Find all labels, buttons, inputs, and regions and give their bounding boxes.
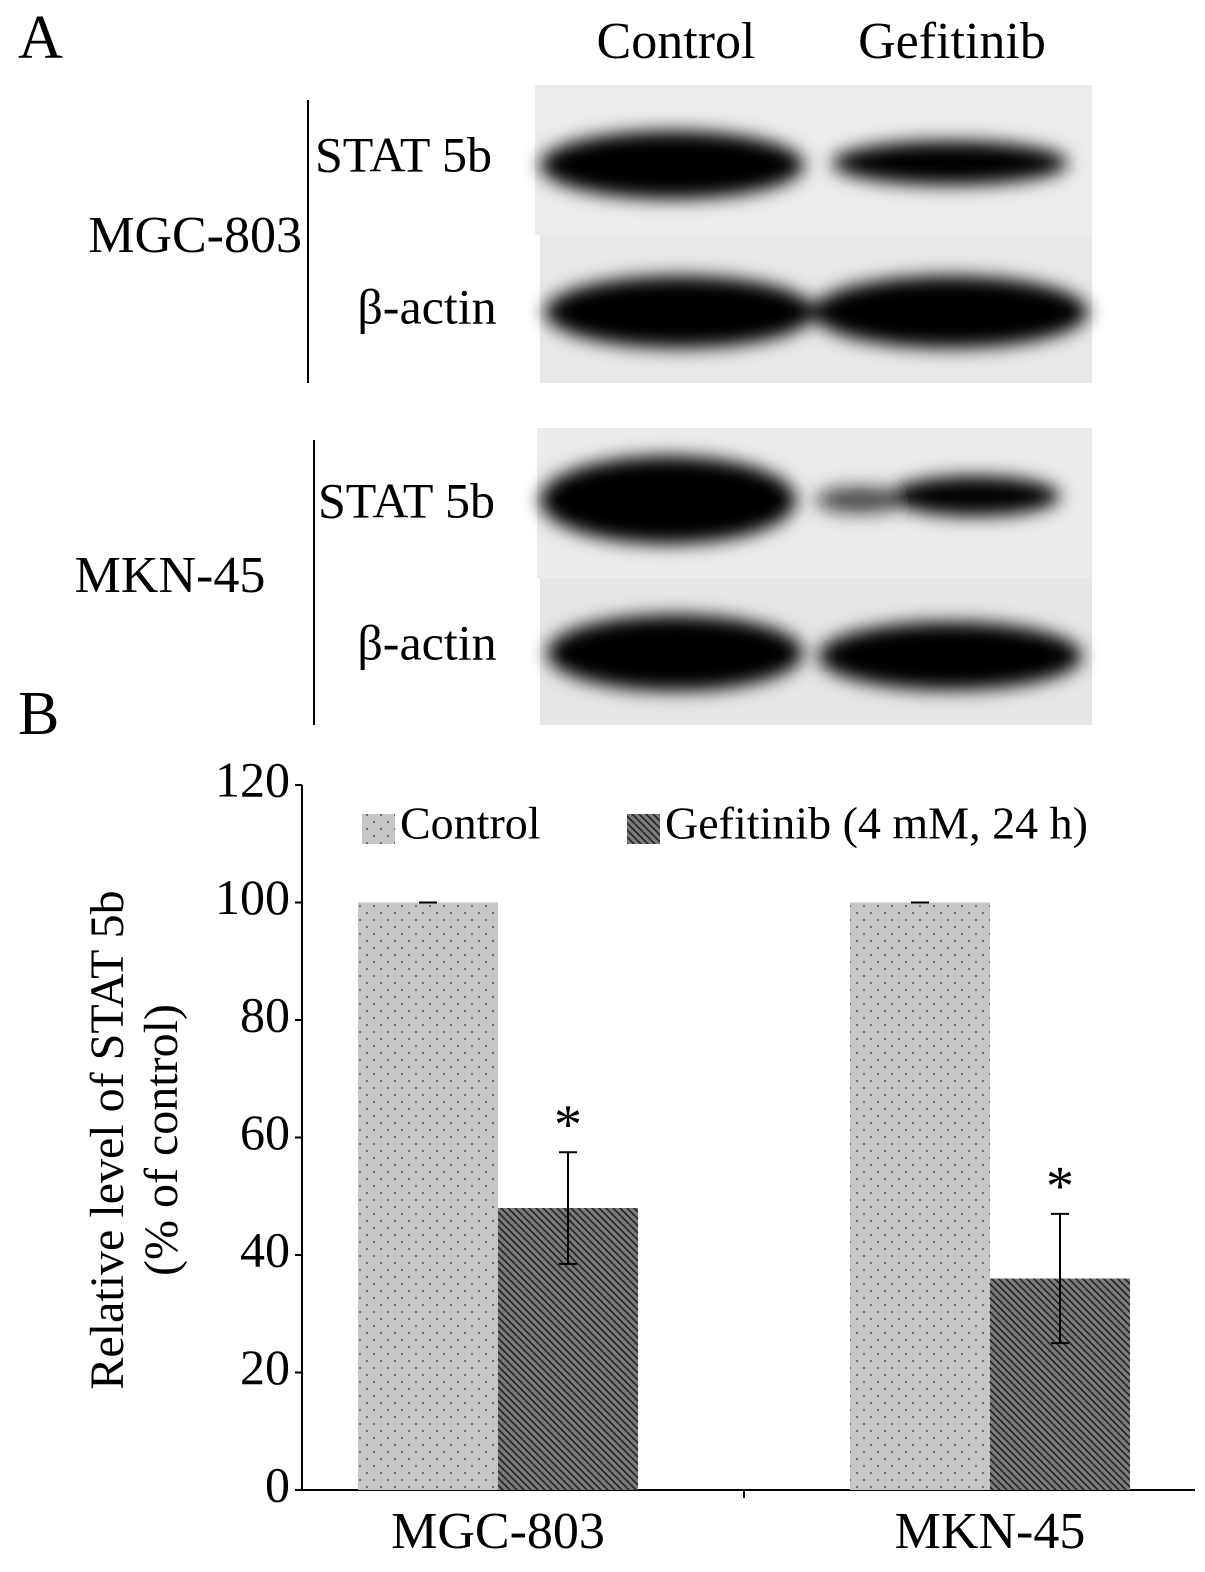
y-tick-label: 20	[240, 1339, 290, 1395]
lane-label: Gefitinib	[858, 13, 1046, 70]
y-tick-label: 0	[265, 1456, 290, 1512]
legend-swatch	[362, 814, 395, 844]
legend-label: Control	[400, 798, 541, 849]
blot-row-label: STAT 5b	[315, 126, 492, 182]
bar	[850, 902, 990, 1490]
error-bar	[559, 1151, 577, 1265]
bar	[358, 902, 498, 1490]
error-bar	[1051, 1212, 1069, 1345]
significance-mark: *	[554, 1094, 582, 1156]
blot-row-label: β-actin	[357, 614, 496, 670]
y-axis-label: (% of control)	[135, 1004, 188, 1276]
y-tick-label: 40	[240, 1221, 290, 1277]
y-tick-label: 80	[240, 986, 290, 1042]
panel-label: B	[18, 680, 59, 748]
panel-label: A	[18, 4, 63, 72]
blot-image	[535, 85, 1092, 725]
x-tick-label: MKN-45	[895, 1503, 1086, 1560]
legend-label: Gefitinib (4 mM, 24 h)	[665, 798, 1088, 849]
cell-line-label: MGC-803	[88, 207, 302, 264]
blot-row-label: STAT 5b	[318, 472, 495, 528]
y-tick-label: 100	[215, 869, 290, 925]
y-tick-label: 120	[215, 751, 290, 807]
significance-mark: *	[1046, 1156, 1074, 1218]
x-tick-label: MGC-803	[391, 1503, 605, 1560]
y-tick-label: 60	[240, 1104, 290, 1160]
blot-row-label: β-actin	[357, 278, 496, 334]
y-axis-label: Relative level of STAT 5b	[81, 890, 134, 1389]
lane-label: Control	[597, 13, 756, 70]
legend-swatch	[627, 814, 660, 844]
cell-line-label: MKN-45	[75, 547, 266, 604]
